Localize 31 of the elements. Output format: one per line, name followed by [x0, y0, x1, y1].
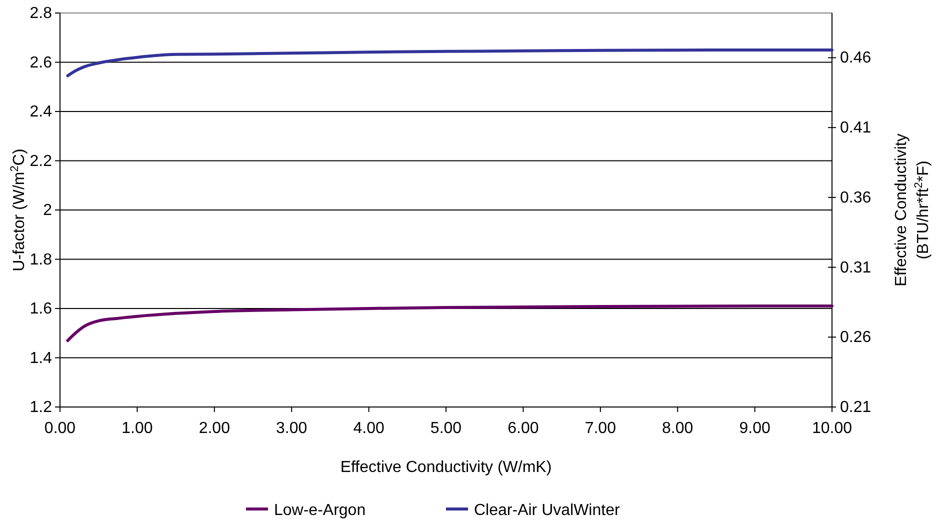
x-tick-label: 10.00 — [812, 420, 852, 437]
x-axis-title: Effective Conductivity (W/mK) — [340, 459, 552, 476]
x-tick-label: 4.00 — [353, 420, 384, 437]
y-tick-label: 1.4 — [30, 350, 52, 367]
x-tick-label: 9.00 — [739, 420, 770, 437]
x-tick-label: 7.00 — [584, 420, 616, 437]
y2-tick-label: 0.21 — [840, 399, 872, 416]
y-tick-label: 2.6 — [30, 54, 52, 72]
y-tick-label: 2.8 — [30, 5, 52, 22]
y-tick-label: 2.4 — [30, 104, 52, 120]
y-tick-label: 2 — [43, 202, 52, 219]
y-tick-label: 1.2 — [30, 399, 52, 416]
y-tick-label: 2.2 — [30, 152, 52, 170]
y-tick-label: 1.6 — [30, 300, 52, 318]
legend-label: Low-e-Argon — [274, 502, 366, 519]
legend-label: Clear-Air UvalWinter — [474, 502, 620, 519]
x-tick-label: 2.00 — [198, 420, 230, 437]
y2-tick-label: 0.26 — [840, 329, 872, 346]
y2-tick-label: 0.41 — [840, 120, 872, 137]
x-tick-label: 0.00 — [44, 420, 76, 437]
y2-tick-label: 0.31 — [840, 259, 872, 276]
x-tick-label: 8.00 — [662, 420, 694, 437]
x-tick-label: 3.00 — [276, 420, 308, 437]
x-tick-label: 1.00 — [122, 420, 153, 437]
y2-tick-label: 0.36 — [840, 189, 872, 206]
x-tick-label: 5.00 — [430, 420, 462, 437]
y-tick-label: 1.8 — [30, 251, 52, 268]
line-series — [66, 304, 834, 342]
y2-tick-label: 0.46 — [840, 50, 872, 67]
x-tick-label: 6.00 — [508, 420, 539, 437]
line-series — [66, 48, 834, 78]
